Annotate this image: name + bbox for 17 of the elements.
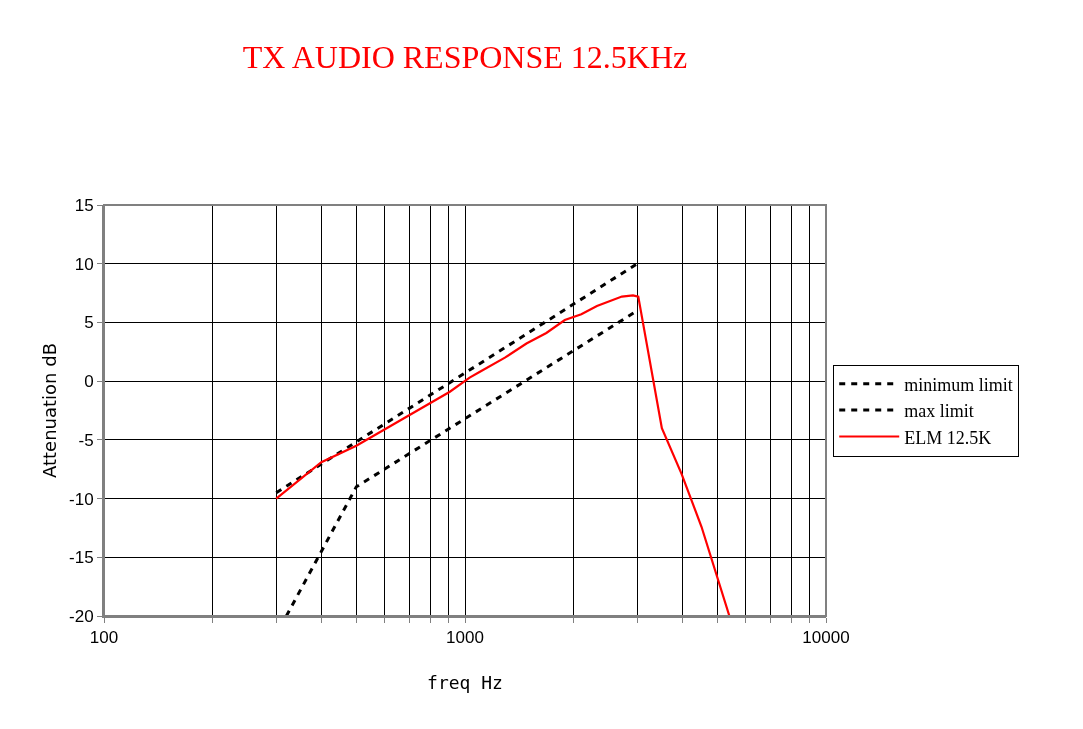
y-axis-title: Attenuation dB [38, 342, 60, 479]
y-tick-label: 5 [84, 313, 94, 333]
chart-title: TX AUDIO RESPONSE 12.5KHz [242, 39, 688, 76]
legend-label: minimum limit [904, 374, 1013, 395]
x-axis-title: freq Hz [427, 672, 503, 693]
y-tick-label: 15 [74, 195, 94, 215]
x-tick-label: 10000 [802, 628, 850, 648]
x-tick-label: 100 [89, 628, 119, 648]
y-tick-label: 10 [74, 254, 94, 274]
y-tick-label: 0 [84, 372, 94, 392]
y-tick-label: -5 [78, 430, 94, 450]
y-tick-label: -10 [69, 489, 94, 509]
legend-label: ELM 12.5K [904, 427, 992, 448]
legend-label: max limit [904, 401, 974, 422]
y-tick-label: -15 [69, 548, 94, 568]
x-tick-label: 1000 [446, 628, 484, 648]
y-tick-label: -20 [69, 606, 94, 626]
